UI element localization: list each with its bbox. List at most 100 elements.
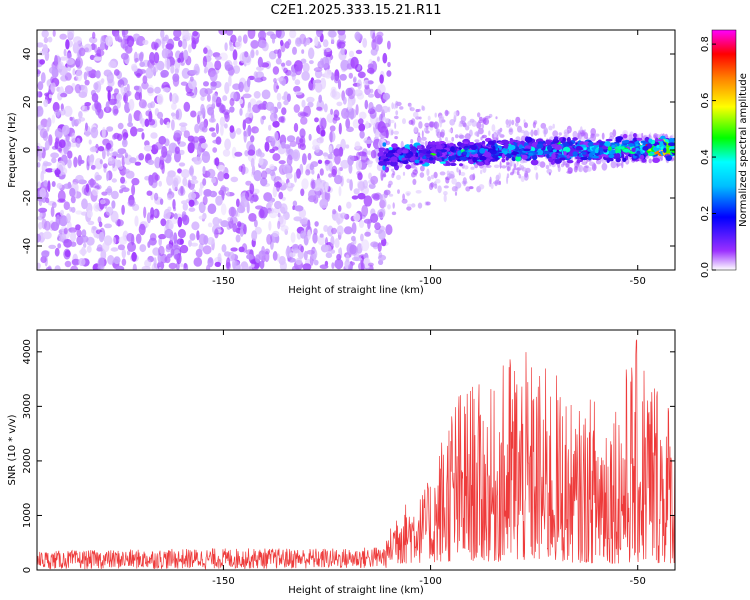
spectrogram-cell — [78, 258, 86, 266]
spectrogram-cell — [399, 106, 404, 110]
spectrogram-cell — [131, 184, 136, 196]
spectrogram-cell — [128, 113, 133, 125]
spectrogram-cell — [122, 95, 127, 102]
spectrogram-cell — [166, 174, 174, 186]
spectrogram-cell — [334, 258, 344, 270]
spectrogram-cell — [172, 199, 176, 210]
spectrogram-cell — [157, 111, 164, 119]
spectrogram-cell — [65, 39, 70, 50]
spectrogram-cell — [158, 245, 165, 257]
spectrogram-cell — [408, 119, 414, 125]
spectrogram-cell — [159, 155, 165, 166]
spectrogram-cell — [63, 238, 73, 248]
spectrogram-cell — [37, 42, 44, 48]
spectrogram-cell — [121, 138, 128, 148]
spectrogram-cell — [153, 192, 159, 201]
spectrogram-cell — [409, 164, 416, 169]
spectrogram-cell — [289, 30, 297, 39]
spectrogram-cell — [207, 222, 213, 228]
spectrogram-cell — [494, 179, 498, 184]
spectrogram-cell — [520, 165, 525, 171]
spectrogram-cell — [236, 205, 246, 214]
spectrogram-cell — [154, 60, 159, 73]
spectrogram-cell — [268, 210, 278, 219]
spectrogram-cell — [374, 222, 381, 231]
spectrogram-cell — [385, 140, 391, 146]
spectrogram-cell — [374, 133, 381, 138]
spectrogram-cell — [292, 248, 300, 254]
spectrogram-cell — [43, 180, 49, 187]
spectrogram-cell — [72, 42, 79, 54]
spectrogram-cell — [616, 162, 622, 166]
spectrogram-cell — [249, 98, 257, 106]
spectrogram-cell — [182, 177, 188, 187]
spectrogram-cell — [390, 149, 397, 153]
spectrogram-cell — [236, 198, 240, 208]
spectrogram-cell — [101, 191, 108, 196]
spectrogram-cell — [405, 164, 412, 170]
spectrogram-cell — [191, 221, 200, 231]
spectrogram-cell — [454, 191, 458, 196]
spectrogram-cell — [330, 235, 335, 247]
spectrogram-cell — [233, 59, 238, 67]
spectrogram-cell — [172, 73, 180, 83]
spectrogram-cell — [336, 101, 343, 107]
spectrogram-cell — [492, 145, 496, 152]
spectrogram-cell — [307, 228, 311, 240]
spectrogram-cell — [217, 252, 222, 263]
spectrogram-cell — [469, 142, 475, 146]
spectrogram-cell — [291, 265, 300, 270]
spectrogram-cell — [179, 244, 189, 254]
spectrogram-cell — [223, 172, 230, 180]
spectrogram-cell — [606, 158, 610, 163]
spectrogram-cell — [301, 217, 309, 227]
spectrogram-cell — [415, 152, 419, 158]
spectrogram-cell — [294, 91, 303, 96]
spectrogram-cell — [207, 203, 217, 215]
spectrogram-cell — [592, 142, 600, 146]
spectrogram-cell — [66, 52, 72, 60]
spectrogram-cell — [190, 242, 199, 247]
spectrogram-cell — [572, 137, 578, 141]
spectrogram-cell — [418, 116, 422, 120]
spectrogram-cell — [127, 199, 136, 207]
spectrogram-cell — [601, 132, 605, 140]
spectrogram-cell — [158, 135, 167, 145]
spectrogram-cell — [508, 119, 512, 127]
spectrogram-cell — [631, 147, 636, 152]
spectrogram-cell — [60, 92, 68, 98]
spectrogram-cell — [37, 262, 41, 269]
spectrogram-cell — [189, 76, 194, 82]
spectrogram-cell — [54, 141, 59, 150]
spectrogram-cell — [491, 124, 496, 132]
spectrogram-cell — [421, 136, 427, 141]
spectrogram-cell — [207, 106, 215, 116]
spectrogram-cell — [391, 211, 397, 216]
spectrogram-cell — [215, 195, 223, 206]
spectrogram-cell — [272, 146, 279, 151]
spectrogram-cell — [498, 180, 501, 186]
spectrogram-cell — [84, 66, 93, 72]
spectrogram-cell — [37, 181, 41, 189]
spectrogram-cell — [286, 154, 293, 166]
spectrogram-cell — [379, 74, 384, 84]
spectrogram-cell — [459, 156, 467, 161]
spectrogram-cell — [431, 141, 436, 145]
spectrogram-cell — [51, 157, 57, 164]
spectrogram-cell — [268, 220, 272, 231]
spectrogram-cell — [180, 125, 187, 133]
spectrogram-cell — [370, 213, 379, 224]
spectrogram-cell — [320, 117, 327, 130]
spectrogram-cell — [174, 151, 181, 163]
spectrogram-cell — [545, 164, 550, 170]
spectrogram-cell — [108, 60, 117, 68]
spectrogram-cell — [552, 130, 559, 138]
spectrogram-cell — [351, 195, 359, 200]
spectrogram-cell — [136, 128, 144, 132]
spectrogram-cell — [449, 142, 454, 147]
spectrogram-cell — [203, 81, 209, 87]
spectrogram-cell — [297, 142, 301, 149]
spectrogram-cell — [294, 205, 304, 212]
spectrogram-cell — [406, 192, 410, 197]
spectrogram-cell — [63, 227, 68, 235]
